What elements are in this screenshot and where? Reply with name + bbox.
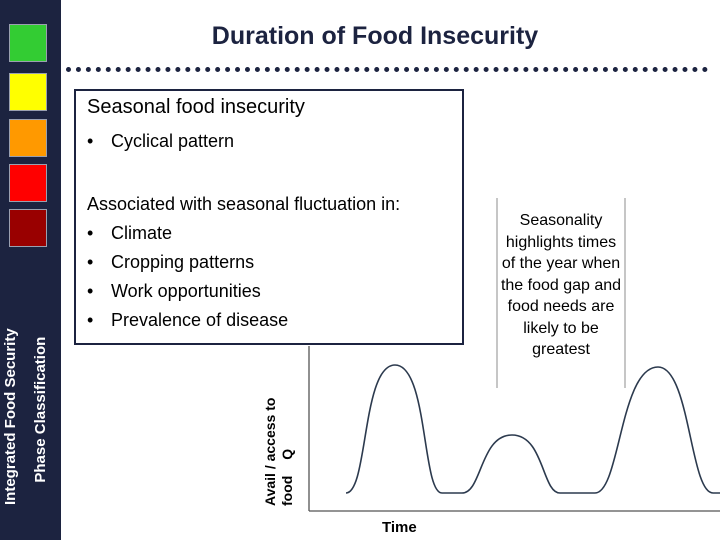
bullet-cyclical: • Cyclical pattern	[87, 131, 234, 152]
box-heading: Seasonal food insecurity	[87, 96, 305, 118]
x-axis-label: Time	[382, 519, 417, 536]
list-item: • Cropping patterns	[87, 252, 254, 273]
list-item-text: Climate	[111, 223, 173, 243]
list-item: • Prevalence of disease	[87, 310, 288, 331]
box-subheading: Associated with seasonal fluctuation in:	[87, 194, 401, 214]
list-item-text: Work opportunities	[111, 281, 261, 301]
bullet-dot: •	[87, 223, 94, 243]
y-axis-label-line1: Avail / access to	[262, 397, 278, 506]
sidebar: Integrated Food Security Phase Classific…	[0, 0, 61, 540]
y-axis-label-line2: food Q	[279, 448, 295, 506]
sidebar-caption-line1: Integrated Food Security	[2, 328, 19, 505]
list-item-text: Prevalence of disease	[111, 310, 289, 330]
swatch-dark-red	[9, 209, 47, 247]
swatch-green	[9, 24, 47, 62]
swatch-yellow	[9, 73, 47, 111]
title-rule	[66, 67, 708, 72]
seasonality-graph	[308, 346, 720, 512]
bullet-dot: •	[87, 131, 94, 151]
page-title: Duration of Food Insecurity	[211, 22, 539, 50]
swatch-orange	[9, 119, 47, 157]
list-item: • Work opportunities	[87, 281, 261, 302]
list-item: • Climate	[87, 223, 172, 244]
bullet-cyclical-text: Cyclical pattern	[111, 131, 235, 151]
bullet-dot: •	[87, 310, 94, 330]
bullet-dot: •	[87, 281, 94, 301]
list-item-text: Cropping patterns	[111, 252, 255, 272]
bullet-dot: •	[87, 252, 94, 272]
seasonality-callout: Seasonality highlights times of the year…	[496, 198, 626, 388]
seasonality-curve	[345, 364, 720, 494]
sidebar-caption-line2: Phase Classification	[32, 336, 49, 483]
content-box: Seasonal food insecurity • Cyclical patte…	[74, 89, 464, 345]
swatch-red	[9, 164, 47, 202]
